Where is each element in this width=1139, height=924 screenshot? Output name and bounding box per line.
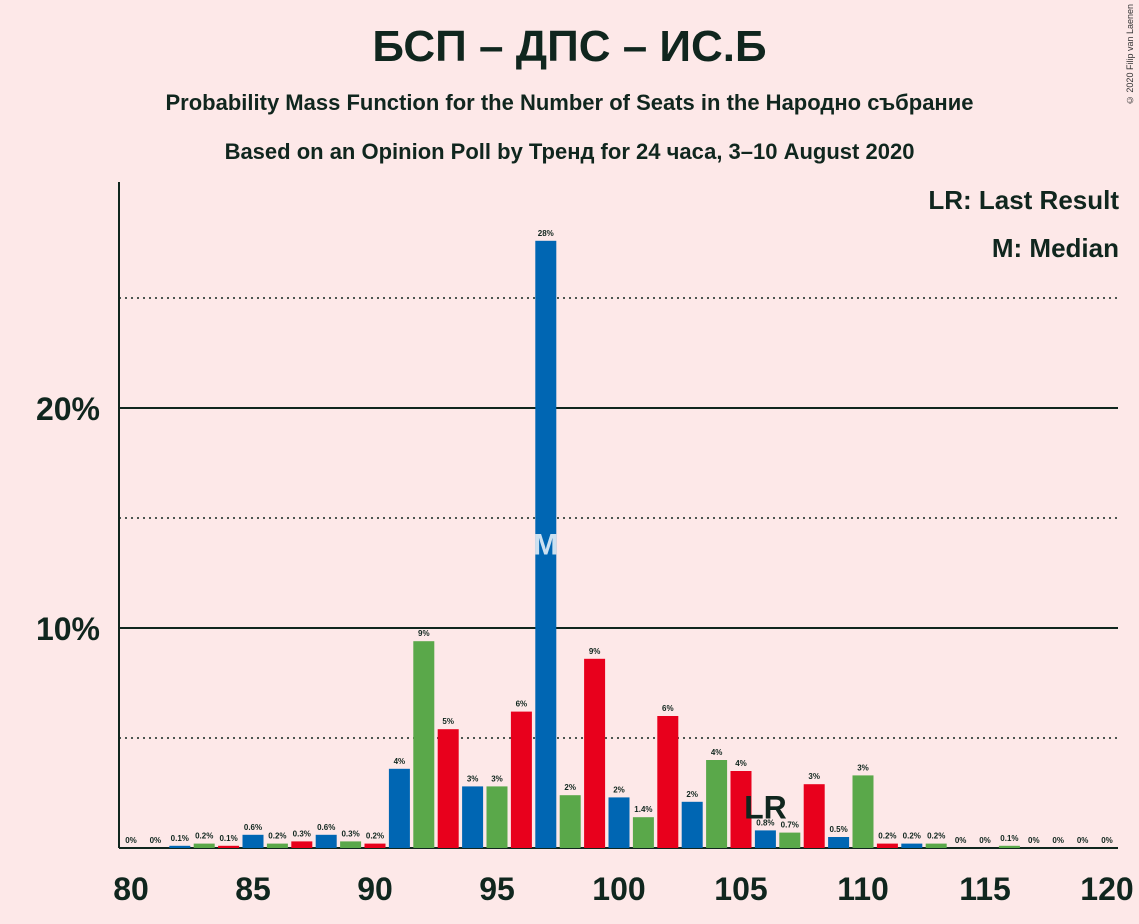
data-label-82: 0.1% <box>171 834 189 843</box>
x-tick-label: 85 <box>235 871 271 907</box>
data-label-94: 3% <box>467 774 479 783</box>
legend-median: M: Median <box>991 233 1119 263</box>
bar-seat-99 <box>584 658 606 848</box>
bar-seat-94 <box>462 786 484 848</box>
bar-seat-98 <box>559 795 581 848</box>
data-label-83: 0.2% <box>195 832 213 841</box>
bar-seat-108 <box>803 784 825 848</box>
x-tick-label: 110 <box>837 871 889 907</box>
data-label-93: 5% <box>442 717 454 726</box>
data-label-98: 2% <box>564 783 576 792</box>
bar-seat-113 <box>925 843 947 848</box>
x-tick-label: 115 <box>959 871 1011 907</box>
bar-seat-96 <box>510 711 532 848</box>
bar-seat-91 <box>388 768 410 848</box>
bar-seat-107 <box>779 832 801 848</box>
bar-seat-116 <box>998 845 1020 848</box>
x-tick-label: 100 <box>592 871 645 907</box>
data-label-105: 4% <box>735 759 747 768</box>
y-tick-label: 20% <box>36 391 100 427</box>
chart-subtitle: Probability Mass Function for the Number… <box>165 90 974 115</box>
bar-seat-93 <box>437 729 459 848</box>
bar-seat-82 <box>169 845 191 848</box>
data-label-96: 6% <box>516 700 528 709</box>
data-label-116: 0.1% <box>1000 834 1018 843</box>
data-label-113: 0.2% <box>927 832 945 841</box>
x-tick-label: 90 <box>357 871 393 907</box>
data-label-103: 2% <box>686 790 698 799</box>
bar-seat-101 <box>632 817 654 848</box>
x-tick-label: 80 <box>113 871 149 907</box>
data-label-120: 0% <box>1101 836 1113 845</box>
last-result-marker: LR <box>744 789 787 825</box>
data-label-117: 0% <box>1028 836 1040 845</box>
bar-seat-97 <box>535 240 557 849</box>
data-label-114: 0% <box>955 836 967 845</box>
data-label-92: 9% <box>418 629 430 638</box>
bar-seat-109 <box>828 837 850 848</box>
bar-seat-100 <box>608 797 630 848</box>
data-label-91: 4% <box>394 757 406 766</box>
data-label-101: 1.4% <box>634 805 652 814</box>
data-label-86: 0.2% <box>268 832 286 841</box>
bar-seat-90 <box>364 843 386 848</box>
data-label-97: 28% <box>538 229 554 238</box>
data-label-115: 0% <box>979 836 991 845</box>
data-label-95: 3% <box>491 774 503 783</box>
x-tick-label: 105 <box>714 871 767 907</box>
y-tick-label: 10% <box>36 611 100 647</box>
data-label-106: 0.8% <box>756 818 774 827</box>
bar-seat-112 <box>901 843 923 848</box>
data-label-118: 0% <box>1052 836 1064 845</box>
bar-seat-92 <box>413 641 435 848</box>
bar-seat-110 <box>852 775 874 848</box>
bar-seat-103 <box>681 801 703 848</box>
bar-seat-88 <box>315 834 337 848</box>
chart-source: Based on an Opinion Poll by Тренд for 24… <box>224 139 915 164</box>
data-label-119: 0% <box>1077 836 1089 845</box>
data-label-85: 0.6% <box>244 823 262 832</box>
bar-seat-85 <box>242 834 264 848</box>
data-label-90: 0.2% <box>366 832 384 841</box>
bar-seat-111 <box>876 843 898 848</box>
bar-seat-106 <box>754 830 776 848</box>
data-label-89: 0.3% <box>341 829 359 838</box>
bar-seat-84 <box>218 845 240 848</box>
data-label-107: 0.7% <box>781 821 799 830</box>
bar-seat-104 <box>706 760 728 848</box>
data-label-112: 0.2% <box>903 832 921 841</box>
data-label-81: 0% <box>150 836 162 845</box>
legend-last-result: LR: Last Result <box>928 185 1119 215</box>
bar-seat-89 <box>340 841 362 848</box>
data-label-84: 0.1% <box>219 834 237 843</box>
bar-seat-95 <box>486 786 508 848</box>
bar-seat-105 <box>730 771 752 848</box>
bar-seat-86 <box>266 843 288 848</box>
data-label-104: 4% <box>711 748 723 757</box>
chart-title: БСП – ДПС – ИС.Б <box>372 22 767 71</box>
data-label-109: 0.5% <box>829 825 847 834</box>
median-marker: M <box>533 528 558 561</box>
data-label-108: 3% <box>808 772 820 781</box>
x-tick-label: 120 <box>1080 871 1133 907</box>
bar-seat-87 <box>291 841 313 848</box>
data-label-102: 6% <box>662 704 674 713</box>
bar-seat-102 <box>657 716 679 848</box>
data-label-99: 9% <box>589 647 601 656</box>
data-label-111: 0.2% <box>878 832 896 841</box>
data-label-110: 3% <box>857 763 869 772</box>
data-label-100: 2% <box>613 785 625 794</box>
data-label-88: 0.6% <box>317 823 335 832</box>
data-label-80: 0% <box>125 836 137 845</box>
bar-seat-83 <box>193 843 215 848</box>
data-label-87: 0.3% <box>293 829 311 838</box>
x-tick-label: 95 <box>479 871 515 907</box>
